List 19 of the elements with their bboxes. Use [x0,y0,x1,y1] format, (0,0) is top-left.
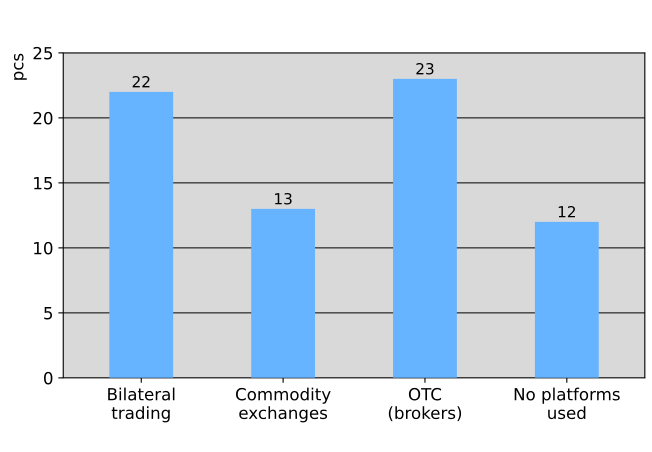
y-axis-title: pcs [14,54,27,80]
y-tick-label: 0 [44,372,52,384]
y-tick-label: 5 [44,307,52,320]
bar [534,222,599,378]
y-tick-label: 10 [34,242,52,254]
data-label: 13 [275,192,292,205]
data-label: 23 [416,62,434,75]
x-tick-label: No platforms used [514,388,620,420]
y-tick-label: 25 [34,46,52,60]
x-tick-label: OTC (brokers) [388,388,462,422]
bar [251,208,316,378]
bar [393,78,457,378]
data-label: 12 [558,206,575,218]
x-tick-label: Commodity exchanges [236,388,331,422]
bar [109,92,174,378]
y-tick-label: 20 [34,112,52,124]
x-tick-label: Bilateral trading [108,388,174,422]
y-tick-label: 15 [34,177,52,190]
data-label: 22 [132,76,150,88]
